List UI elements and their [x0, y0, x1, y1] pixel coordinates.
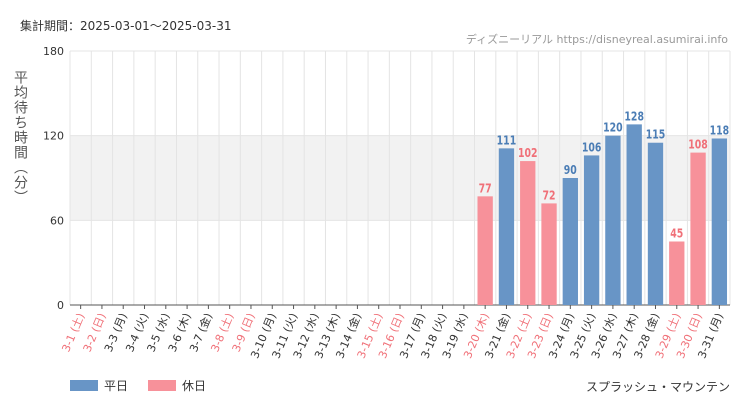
data-label: 106 — [582, 140, 602, 154]
y-axis-label: 平均待ち時間（分） — [12, 70, 28, 205]
legend-swatch-holiday — [148, 380, 177, 391]
y-axis-label-wrap: 平均待ち時間（分） — [10, 70, 32, 270]
period-label: 集計期間：2025-03-01～2025-03-31 — [20, 19, 232, 33]
legend: 平日 休日 — [70, 377, 220, 394]
data-label: 111 — [497, 133, 517, 147]
data-label: 102 — [518, 146, 538, 160]
data-label: 72 — [543, 188, 556, 202]
y-tick-label: 0 — [57, 299, 64, 312]
bar — [520, 161, 536, 305]
bar — [626, 124, 642, 305]
source-label: ディズニーリアル https://disneyreal.asumirai.inf… — [465, 33, 728, 46]
bar — [498, 148, 515, 305]
bar — [711, 138, 728, 305]
bar — [669, 241, 685, 305]
legend-label-holiday: 休日 — [182, 379, 207, 393]
legend-swatch-weekday — [70, 380, 98, 391]
bar — [541, 203, 557, 305]
attraction-name: スプラッシュ・マウンテン — [585, 380, 730, 394]
bar — [605, 135, 621, 305]
data-label: 90 — [564, 163, 577, 177]
y-tick-label: 120 — [43, 130, 64, 143]
bar — [477, 196, 493, 305]
legend-label-weekday: 平日 — [104, 379, 129, 393]
data-label: 128 — [624, 109, 644, 123]
data-label: 115 — [646, 128, 666, 142]
bar — [690, 152, 706, 305]
legend-item-weekday: 平日 — [70, 377, 128, 394]
legend-item-holiday: 休日 — [148, 377, 206, 394]
data-label: 45 — [670, 226, 683, 240]
data-label: 77 — [479, 181, 492, 195]
data-label: 120 — [603, 121, 623, 135]
y-tick-label: 180 — [43, 45, 64, 58]
data-label: 108 — [688, 137, 708, 151]
data-label: 118 — [710, 123, 730, 137]
bar — [583, 155, 600, 305]
bar — [647, 142, 664, 305]
y-tick-label: 60 — [50, 214, 64, 227]
bar — [562, 178, 578, 305]
